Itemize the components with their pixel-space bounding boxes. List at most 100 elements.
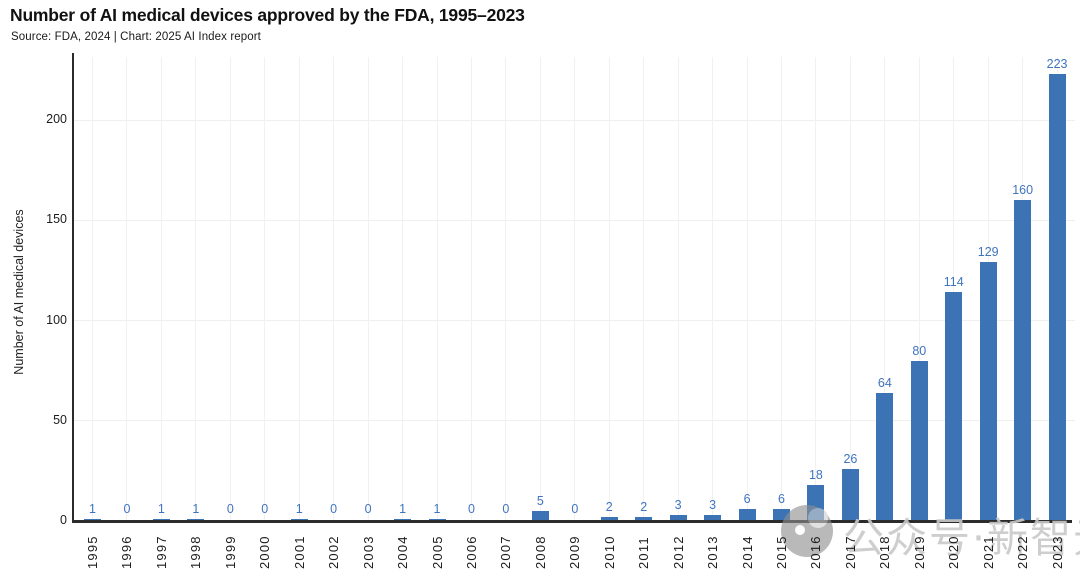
value-label-2005: 1 [433, 501, 441, 516]
value-label-2019: 80 [912, 343, 927, 358]
gridline-v-2018 [884, 57, 886, 521]
gridline-v-2009 [574, 57, 576, 521]
bar-2012 [669, 514, 687, 521]
x-tick-2004: 2004 [395, 535, 411, 569]
gridline-h-200 [73, 119, 1075, 121]
bar-2023 [1048, 73, 1066, 521]
watermark-text: 公众号·新智元 [843, 514, 1080, 562]
value-label-2006: 0 [467, 502, 475, 516]
value-label-2022: 160 [1012, 183, 1034, 198]
x-tick-1996: 1996 [119, 535, 135, 569]
y-tick-0: 0 [60, 513, 67, 527]
value-label-2021: 129 [977, 245, 999, 260]
bar-2001 [290, 518, 308, 521]
x-tick-2014: 2014 [739, 535, 755, 569]
x-tick-2002: 2002 [326, 535, 342, 569]
gridline-v-2020 [953, 57, 955, 521]
value-label-2007: 0 [502, 502, 510, 516]
x-tick-2009: 2009 [567, 535, 583, 569]
watermark-logo-icon [781, 505, 833, 557]
bar-2017 [841, 468, 859, 521]
x-tick-2001: 2001 [291, 535, 307, 569]
chart-title: Number of AI medical devices approved by… [10, 5, 525, 25]
bar-1997 [152, 518, 170, 521]
bar-2010 [600, 516, 618, 521]
y-axis-line [71, 53, 74, 523]
bar-1995 [84, 518, 101, 521]
value-label-2020: 114 [943, 275, 964, 290]
gridline-v-2008 [539, 57, 541, 521]
x-tick-2021: 2021 [980, 535, 996, 569]
x-tick-2008: 2008 [532, 535, 548, 569]
gridline-v-2013 [712, 57, 714, 521]
gridline-v-2017 [849, 57, 851, 521]
x-tick-2010: 2010 [601, 535, 617, 569]
x-tick-2019: 2019 [911, 535, 927, 569]
x-tick-2020: 2020 [946, 535, 962, 569]
y-tick-50: 50 [53, 412, 67, 427]
value-label-2004: 1 [399, 501, 407, 516]
x-tick-2011: 2011 [636, 536, 652, 569]
x-tick-2000: 2000 [257, 535, 273, 569]
value-label-2002: 0 [330, 502, 338, 516]
chart-source-line: Source: FDA, 2024 | Chart: 2025 AI Index… [11, 31, 261, 43]
value-label-1999: 0 [226, 502, 234, 516]
x-tick-2018: 2018 [877, 535, 893, 569]
x-tick-2016: 2016 [808, 535, 824, 569]
value-label-2012: 3 [674, 497, 682, 512]
value-label-2013: 3 [709, 497, 717, 512]
gridline-v-2010 [608, 57, 610, 521]
value-label-2000: 0 [261, 502, 269, 516]
value-label-2023: 223 [1046, 56, 1068, 71]
value-label-2003: 0 [364, 502, 372, 516]
gridline-v-2004 [402, 57, 404, 521]
gridline-v-2016 [815, 57, 817, 521]
y-tick-100: 100 [46, 312, 67, 327]
value-label-2010: 2 [605, 499, 613, 514]
bar-2019 [910, 360, 928, 521]
bar-2011 [635, 516, 653, 521]
gridline-h-50 [73, 420, 1075, 422]
value-label-1996: 0 [123, 502, 131, 516]
value-label-2009: 0 [571, 502, 579, 516]
gridline-h-100 [73, 320, 1075, 321]
bar-2014 [738, 508, 756, 521]
bar-2004 [394, 518, 412, 521]
x-tick-1995: 1995 [85, 535, 100, 569]
value-label-1995: 1 [89, 501, 96, 516]
bar-2008 [531, 510, 549, 521]
value-label-2016: 18 [808, 467, 823, 482]
value-label-2001: 1 [295, 501, 303, 516]
value-label-1997: 1 [157, 501, 165, 516]
value-label-2018: 64 [877, 375, 892, 390]
x-tick-2005: 2005 [429, 535, 445, 569]
gridline-v-2001 [298, 57, 300, 521]
y-tick-150: 150 [46, 212, 67, 227]
bar-2013 [704, 514, 722, 521]
value-label-2014: 6 [743, 491, 751, 506]
gridline-v-2002 [333, 57, 335, 521]
gridline-v-2003 [367, 57, 369, 521]
value-label-2015: 6 [778, 491, 785, 506]
x-tick-2003: 2003 [360, 535, 376, 569]
x-tick-2006: 2006 [463, 535, 479, 569]
bar-1998 [187, 518, 205, 521]
gridline-v-1999 [229, 57, 231, 521]
gridline-v-2012 [677, 57, 679, 521]
gridline-v-1995 [92, 57, 93, 521]
gridline-v-2005 [436, 57, 438, 521]
gridline-v-2007 [505, 57, 507, 521]
value-label-2008: 5 [536, 493, 544, 508]
value-label-1998: 1 [192, 501, 200, 516]
gridline-v-2011 [643, 57, 645, 521]
gridline-v-2019 [918, 57, 920, 521]
x-tick-1998: 1998 [188, 535, 204, 569]
gridline-v-1997 [160, 57, 162, 521]
x-tick-1997: 1997 [153, 535, 169, 569]
bar-2020 [945, 292, 963, 521]
gridline-v-1998 [195, 57, 197, 521]
gridline-v-2015 [781, 57, 782, 521]
x-tick-2022: 2022 [1015, 535, 1031, 569]
x-tick-2012: 2012 [670, 535, 686, 569]
